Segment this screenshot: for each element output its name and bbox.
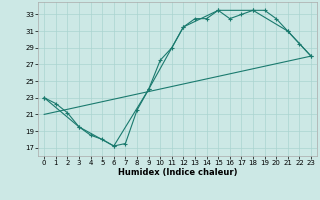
X-axis label: Humidex (Indice chaleur): Humidex (Indice chaleur) bbox=[118, 168, 237, 177]
